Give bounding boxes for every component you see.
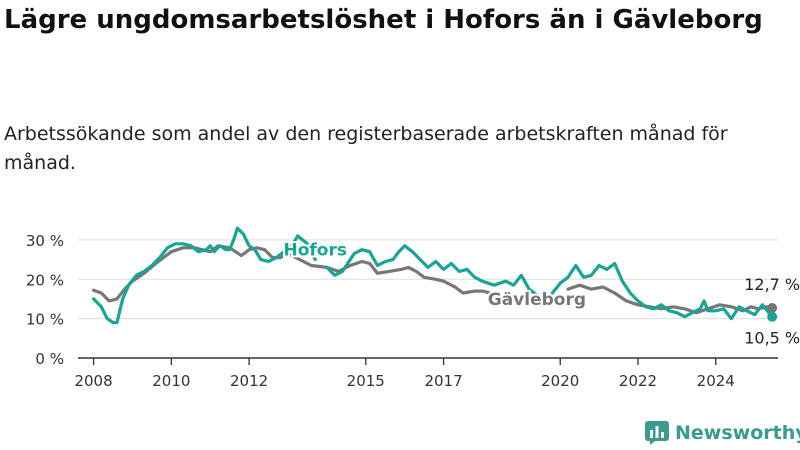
- end-value-label: 10,5 %: [744, 329, 800, 348]
- end-point-marker: [767, 311, 778, 322]
- bar-chart-logo-icon: [645, 421, 669, 445]
- x-tick-label: 2024: [697, 372, 735, 390]
- series-label: Gävleborg: [488, 290, 586, 310]
- x-tick-label: 2012: [230, 372, 268, 390]
- x-tick-label: 2015: [347, 372, 385, 390]
- x-tick-label: 2020: [541, 372, 579, 390]
- series-label: Hofors: [283, 241, 346, 261]
- y-tick-label: 0 %: [35, 350, 64, 368]
- series-line-hofors: [325, 244, 539, 297]
- end-value-label: 12,7 %: [744, 275, 800, 294]
- x-tick-label: 2010: [152, 372, 190, 390]
- y-tick-label: 10 %: [26, 311, 64, 329]
- brand-logo: Newsworthy: [645, 420, 800, 446]
- x-tick-label: 2022: [619, 372, 657, 390]
- y-tick-label: 30 %: [26, 232, 64, 250]
- series-line-hofors: [550, 261, 774, 321]
- series-line-hofors: [92, 226, 317, 325]
- x-tick-label: 2008: [74, 372, 112, 390]
- brand-name: Newsworthy: [675, 422, 800, 444]
- chart-subtitle: Arbetssökande som andel av den registerb…: [4, 123, 728, 174]
- y-tick-label: 20 %: [26, 271, 64, 289]
- series-line-gavleborg: [566, 283, 774, 315]
- chart-title: Lägre ungdomsarbetslöshet i Hofors än i …: [4, 5, 763, 35]
- x-tick-label: 2017: [424, 372, 462, 390]
- end-point-marker: [767, 302, 778, 313]
